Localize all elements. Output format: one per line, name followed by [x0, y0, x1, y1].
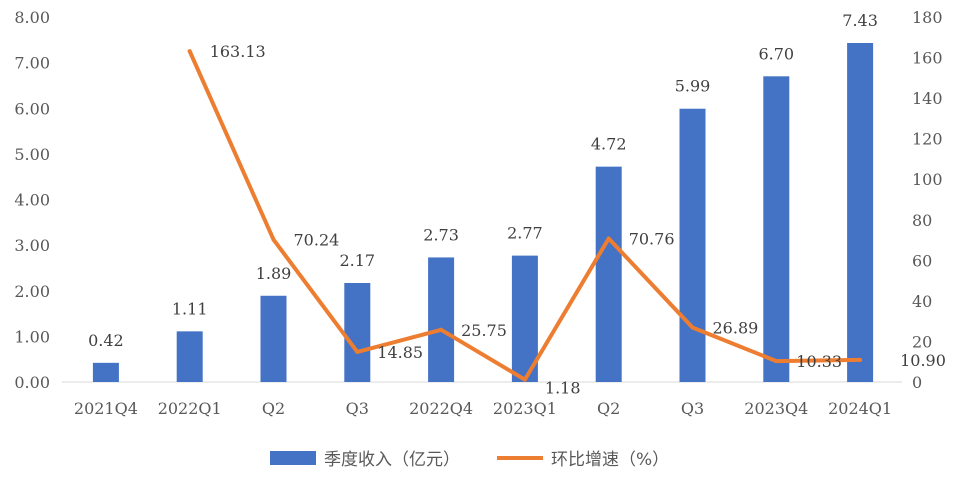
line-value-label: 26.89 [713, 318, 759, 337]
line-value-label: 1.18 [545, 379, 581, 398]
right-tick-label: 180 [912, 8, 943, 27]
line-point-growth [271, 237, 276, 242]
bar-revenue [92, 362, 119, 382]
left-tick-label: 8.00 [14, 8, 50, 27]
bar-series-revenue [92, 43, 874, 383]
left-tick-label: 1.00 [14, 327, 50, 346]
x-tick-label: 2023Q4 [744, 399, 808, 418]
bar-value-label: 1.89 [256, 264, 292, 283]
right-y-axis: 0 20 40 60 80 100 120 140 160 180 [912, 8, 943, 392]
left-y-axis: 0.00 1.00 2.00 3.00 4.00 5.00 6.00 7.00 8.00 [14, 8, 50, 392]
bar-value-label: 2.77 [507, 224, 543, 243]
x-tick-label: 2024Q1 [828, 399, 892, 418]
bar-revenue [176, 331, 203, 382]
bar-revenue [428, 257, 455, 382]
line-value-label: 163.13 [210, 42, 266, 61]
right-tick-label: 140 [912, 89, 943, 108]
right-tick-label: 20 [912, 332, 932, 351]
bar-revenue [595, 166, 622, 382]
x-tick-label: Q3 [681, 399, 704, 418]
bar-data-labels: 0.42 1.11 1.89 2.17 2.73 2.77 4.72 5.99 6.70 7.43 [88, 11, 878, 350]
line-point-growth [522, 377, 527, 382]
left-tick-label: 3.00 [14, 236, 50, 255]
line-value-label: 10.33 [796, 352, 842, 371]
x-tick-label: Q3 [346, 399, 369, 418]
line-point-growth [355, 349, 360, 354]
bar-value-label: 2.17 [339, 251, 375, 270]
line-point-growth [187, 49, 192, 54]
left-tick-label: 6.00 [14, 99, 50, 118]
legend-swatch-revenue [270, 451, 316, 465]
bar-revenue [511, 255, 538, 382]
line-data-labels: 163.13 70.24 14.85 25.75 1.18 70.76 26.89 10.33… [210, 42, 946, 397]
line-point-growth [858, 357, 863, 362]
bar-value-label: 4.72 [591, 135, 627, 154]
right-tick-label: 100 [912, 170, 943, 189]
bar-value-label: 1.11 [172, 299, 208, 318]
line-value-label: 25.75 [461, 321, 507, 340]
line-value-label: 70.24 [294, 231, 340, 250]
line-point-growth [690, 325, 695, 330]
bar-revenue [679, 108, 706, 383]
bar-value-label: 2.73 [423, 225, 459, 244]
bar-value-label: 7.43 [842, 11, 878, 30]
line-point-growth [606, 236, 611, 241]
legend-label-revenue: 季度收入（亿元） [324, 450, 460, 470]
x-tick-label: 2023Q1 [493, 399, 557, 418]
left-tick-label: 5.00 [14, 145, 50, 164]
left-tick-label: 2.00 [14, 282, 50, 301]
right-tick-label: 80 [912, 211, 932, 230]
bar-revenue [260, 295, 287, 382]
bar-value-label: 5.99 [675, 77, 711, 96]
right-tick-label: 0 [912, 373, 922, 392]
right-tick-label: 120 [912, 130, 943, 149]
right-tick-label: 60 [912, 251, 932, 270]
x-axis: 2021Q4 2022Q1 Q2 Q3 2022Q4 2023Q1 Q2 Q3 2023Q4 20… [74, 399, 892, 418]
bar-revenue [847, 43, 874, 382]
line-point-growth [774, 359, 779, 364]
bar-revenue [344, 282, 371, 382]
bar-revenue [763, 76, 790, 382]
x-tick-label: 2022Q4 [409, 399, 473, 418]
legend-label-growth: 环比增速（%） [551, 450, 669, 470]
x-tick-label: 2022Q1 [158, 399, 222, 418]
x-tick-label: Q2 [597, 399, 620, 418]
legend: 季度收入（亿元） 环比增速（%） [270, 450, 669, 470]
x-tick-label: 2021Q4 [74, 399, 138, 418]
line-point-growth [439, 327, 444, 332]
line-value-label: 70.76 [629, 230, 675, 249]
right-tick-label: 160 [912, 49, 943, 68]
line-value-label: 10.90 [900, 351, 946, 370]
bar-value-label: 6.70 [758, 44, 794, 63]
left-tick-label: 7.00 [14, 54, 50, 73]
bar-value-label: 0.42 [88, 331, 124, 350]
left-tick-label: 4.00 [14, 191, 50, 210]
line-value-label: 14.85 [377, 343, 423, 362]
right-tick-label: 40 [912, 292, 932, 311]
left-tick-label: 0.00 [14, 373, 50, 392]
x-tick-label: Q2 [262, 399, 285, 418]
line-series-growth [187, 49, 863, 382]
